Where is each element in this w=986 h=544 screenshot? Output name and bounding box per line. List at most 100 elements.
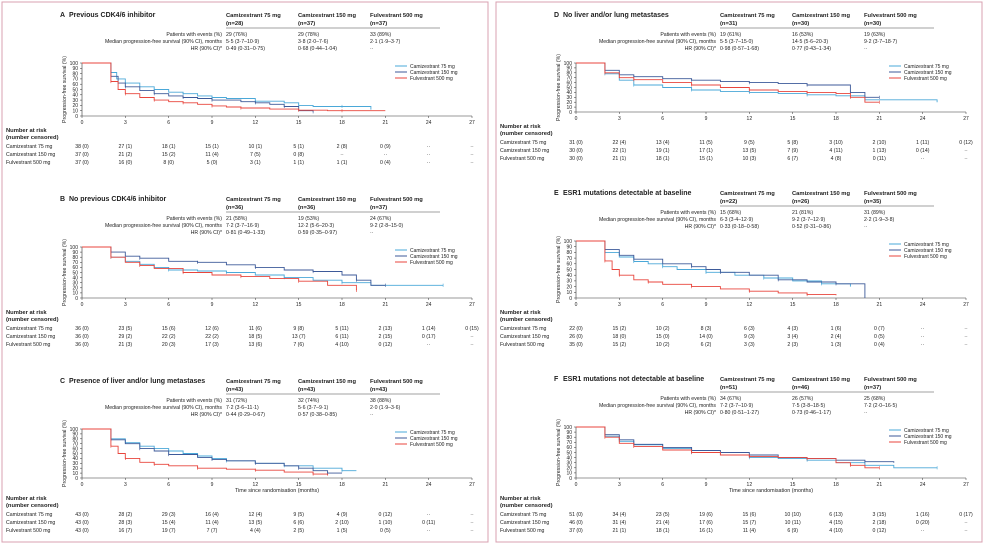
risk-value: 0 (5) [874, 334, 885, 340]
risk-value: ·· [964, 148, 968, 154]
y-tick-label: 20 [72, 286, 78, 292]
x-tick-label: 3 [124, 482, 127, 488]
risk-value: 4 (15) [829, 520, 843, 526]
panel-letter: F [554, 376, 559, 383]
risk-value: 15 (6) [162, 326, 176, 332]
risk-value: 7 (9) [787, 148, 798, 154]
risk-value: 19 (6) [699, 512, 713, 518]
risk-value: 37 (0) [75, 160, 89, 166]
x-tick-label: 0 [575, 302, 578, 308]
stat-value: 0·81 (0·49–1·33) [226, 230, 265, 236]
y-tick-label: 10 [72, 291, 78, 297]
legend-label: Camizestrant 150 mg [410, 254, 458, 260]
y-tick-label: 0 [569, 296, 572, 302]
risk-value: 15 (6) [743, 512, 757, 518]
x-tick-label: 15 [790, 302, 796, 308]
risk-value: 20 (3) [162, 342, 176, 348]
risk-row-label: Camizestrant 150 mg [6, 520, 55, 526]
km-curve-2 [82, 62, 386, 112]
arm-n: (n=35) [864, 199, 881, 205]
x-tick-label: 15 [296, 302, 302, 308]
risk-value: 43 (0) [75, 528, 89, 534]
arm-n: (n=26) [792, 199, 809, 205]
y-tick-label: 0 [75, 296, 78, 302]
risk-value: ·· [340, 152, 344, 158]
km-curve-0 [82, 246, 444, 286]
y-tick-label: 10 [72, 109, 78, 115]
risk-value: 10 (2) [656, 342, 670, 348]
panel-letter: C [60, 378, 65, 385]
arm-header: Camizestrant 75 mg [226, 13, 281, 19]
risk-value: 1 (14) [422, 326, 436, 332]
risk-value: 11 (5) [699, 140, 712, 146]
x-tick-label: 12 [253, 120, 259, 126]
risk-value: ·· [921, 326, 925, 332]
stat-row-label: Median progression-free survival (90% CI… [599, 39, 716, 45]
arm-header: Camizestrant 150 mg [792, 13, 850, 19]
y-tick-label: 60 [72, 446, 78, 452]
arm-n: (n=37) [370, 205, 387, 211]
stat-value: 16 (53%) [792, 32, 813, 38]
stat-value: 0·59 (0·35–0·97) [298, 230, 337, 236]
risk-value: 0 (12) [959, 140, 973, 146]
risk-value: 1 (5) [337, 528, 348, 534]
y-tick-label: 90 [566, 430, 572, 436]
x-tick-label: 27 [469, 302, 475, 308]
risk-value: 17 (3) [205, 342, 219, 348]
risk-value: 7 (7) [207, 528, 218, 534]
x-tick-label: 0 [81, 302, 84, 308]
risk-value: 28 (3) [119, 520, 133, 526]
x-tick-label: 9 [211, 302, 214, 308]
x-tick-label: 12 [253, 482, 259, 488]
y-tick-label: 0 [569, 476, 572, 482]
risk-value: 27 (1) [119, 144, 133, 150]
stat-value: 19 (53%) [298, 216, 319, 222]
y-tick-label: 80 [72, 255, 78, 261]
risk-value: 2 (15) [379, 334, 393, 340]
risk-value: 15 (1) [205, 144, 219, 150]
y-axis-label: Progression-free survival (%) [556, 54, 562, 121]
risk-value: 13 (4) [656, 140, 670, 146]
risk-value: 37 (0) [75, 152, 89, 158]
x-tick-label: 3 [618, 116, 621, 122]
risk-value: 0 (12) [873, 528, 887, 534]
x-axis-label: Time since randomisation (months) [235, 488, 319, 494]
risk-value: 9 (5) [744, 140, 755, 146]
risk-value: 3 (15) [873, 512, 887, 518]
risk-value: 3 (10) [829, 140, 843, 146]
x-tick-label: 27 [963, 116, 969, 122]
stat-value: 12·2 (5·6–20·3) [298, 223, 334, 229]
right-column-frame [495, 1, 983, 543]
risk-value: 16 (1) [699, 528, 713, 534]
y-tick-label: 40 [72, 275, 78, 281]
stat-value: 5·6 (3·7–9·1) [298, 405, 329, 411]
stat-value: ·· [370, 230, 374, 236]
risk-value: 13 (5) [249, 520, 263, 526]
risk-value: 0 (20) [916, 520, 930, 526]
stat-value: 7·2 (3·7–10·9) [720, 403, 753, 409]
risk-value: 2 (18) [873, 520, 887, 526]
risk-value: 22 (2) [162, 334, 176, 340]
y-axis-label: Progression-free survival (%) [556, 419, 562, 486]
risk-value: 34 (4) [613, 512, 627, 518]
stat-value: 19 (63%) [864, 32, 885, 38]
x-tick-label: 9 [211, 120, 214, 126]
y-tick-label: 40 [566, 90, 572, 96]
risk-value: 4 (3) [787, 326, 798, 332]
y-tick-label: 80 [566, 435, 572, 441]
x-tick-label: 21 [877, 482, 883, 488]
risk-title: Number at risk [500, 496, 541, 502]
x-tick-label: 12 [747, 302, 753, 308]
risk-value: 18 (1) [656, 528, 670, 534]
arm-header: Fulvestrant 500 mg [370, 197, 423, 203]
risk-value: 31 (4) [613, 520, 627, 526]
y-tick-label: 70 [72, 260, 78, 266]
stat-value: 26 (57%) [792, 396, 813, 402]
risk-value: 51 (0) [569, 512, 583, 518]
risk-value: 4 (11) [829, 148, 842, 154]
y-tick-label: 100 [564, 425, 573, 431]
x-tick-label: 9 [705, 482, 708, 488]
risk-value: ·· [427, 152, 431, 158]
y-tick-label: 70 [566, 256, 572, 262]
